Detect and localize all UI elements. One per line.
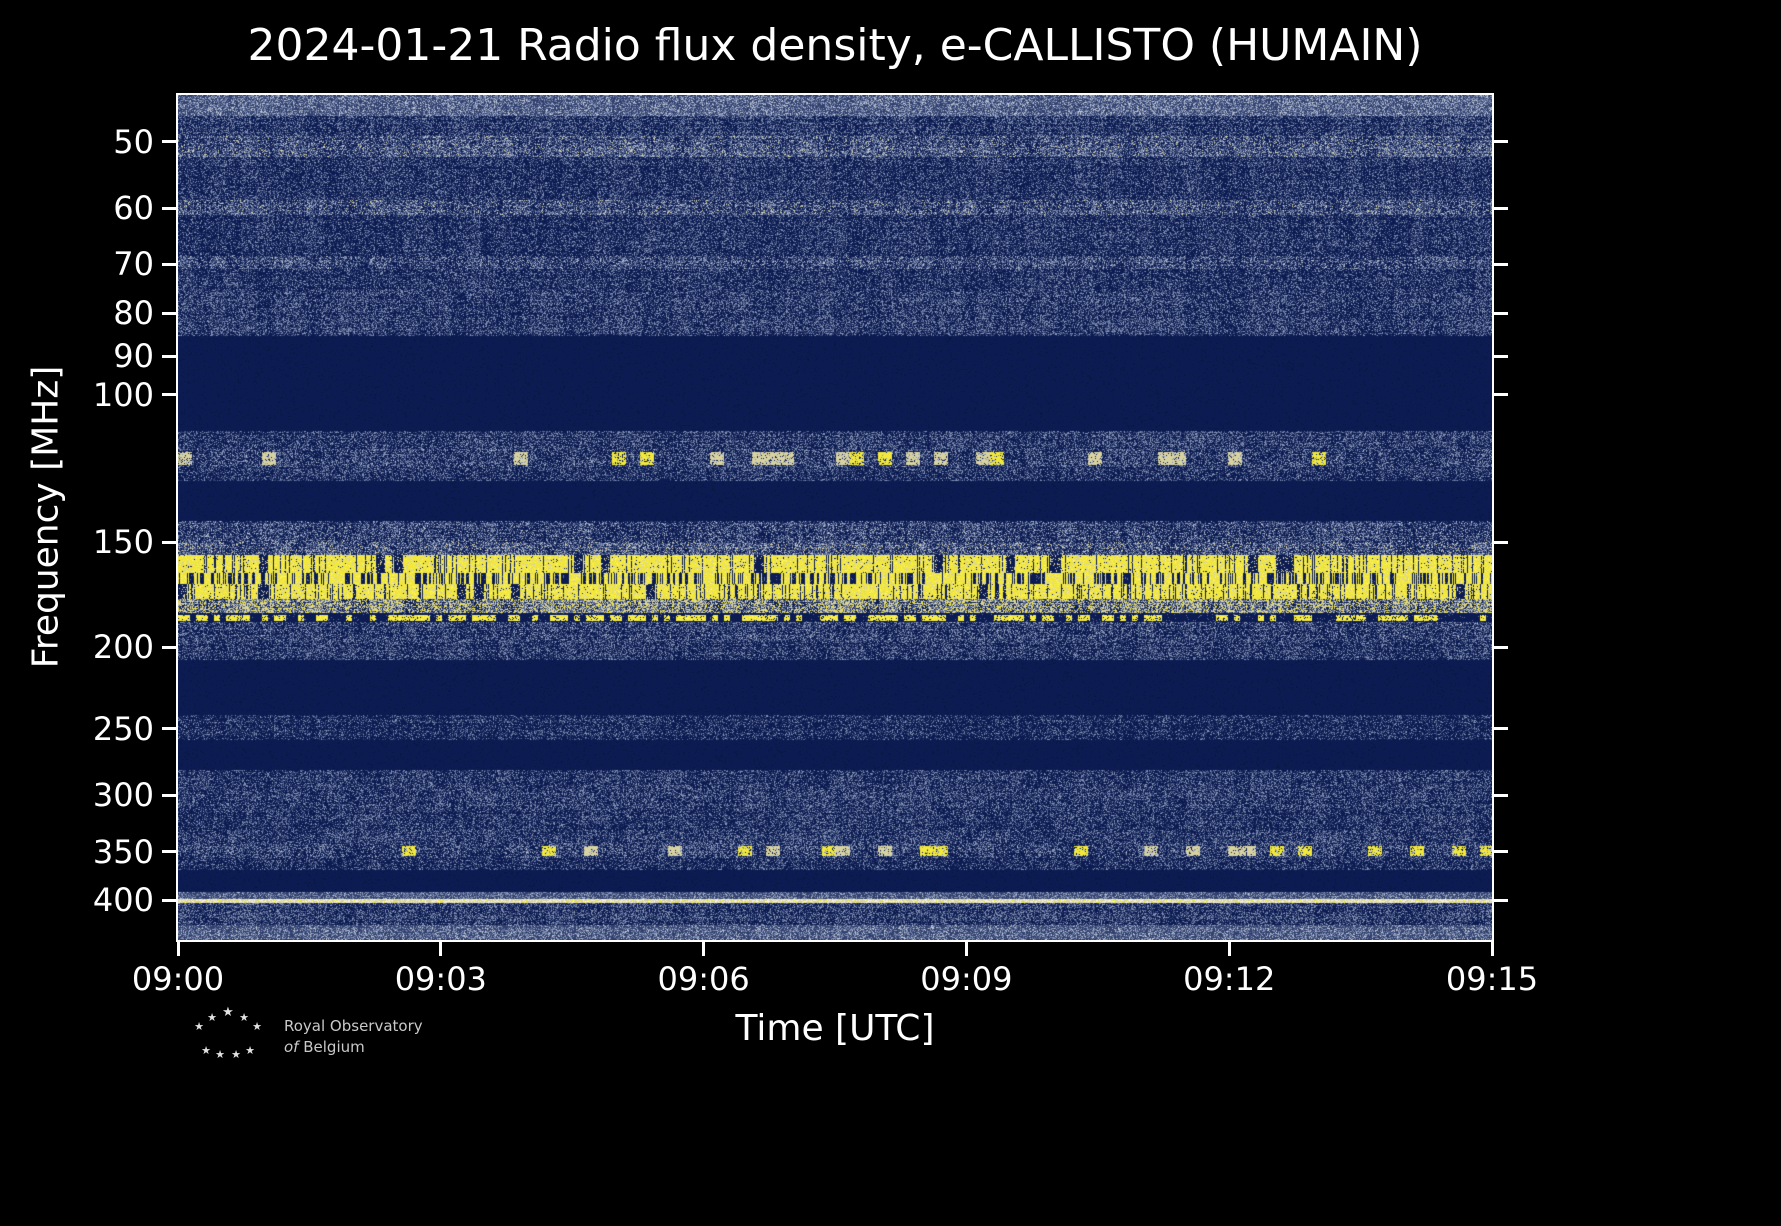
rob-text-line1: Royal Observatory (284, 1017, 423, 1035)
y-tick-right (1494, 727, 1508, 731)
x-tick (176, 942, 180, 956)
x-tick-label: 09:00 (131, 960, 225, 998)
y-tick-right (1494, 540, 1508, 544)
y-tick-right (1494, 206, 1508, 210)
spectrogram-canvas (178, 95, 1492, 940)
y-tick-label: 200 (92, 628, 154, 667)
star-icon: ★ (245, 1044, 255, 1057)
y-tick-right (1494, 645, 1508, 649)
x-tick-label: 09:03 (394, 960, 487, 998)
x-tick (439, 942, 443, 956)
y-tick (162, 393, 176, 397)
rob-logo-text: Royal Observatory of Belgium (284, 1016, 423, 1058)
y-tick-label: 150 (92, 523, 154, 562)
y-tick-label: 350 (92, 832, 154, 871)
y-tick-label: 300 (92, 776, 154, 815)
y-tick (162, 645, 176, 649)
rob-logo: ★ ★ ★ ★ ★ ★ ★ ★ ★ (194, 1005, 262, 1061)
star-icon: ★ (201, 1044, 211, 1057)
y-tick (162, 850, 176, 854)
x-tick-label: 09:09 (920, 960, 1013, 998)
star-icon: ★ (252, 1020, 262, 1033)
y-tick-right (1494, 393, 1508, 397)
y-tick-right (1494, 898, 1508, 902)
y-tick (162, 540, 176, 544)
y-tick-right (1494, 140, 1508, 144)
y-tick (162, 206, 176, 210)
x-tick-label: 09:12 (1183, 960, 1276, 998)
y-tick-label: 70 (113, 245, 154, 284)
star-icon: ★ (231, 1048, 241, 1061)
star-icon: ★ (215, 1048, 225, 1061)
x-tick (1227, 942, 1231, 956)
y-tick (162, 354, 176, 358)
y-tick-label: 50 (113, 122, 154, 161)
y-tick (162, 793, 176, 797)
x-tick (1490, 942, 1494, 956)
star-icon: ★ (222, 1005, 234, 1020)
x-axis-label: Time [UTC] (735, 1008, 935, 1049)
y-tick-label: 100 (92, 375, 154, 414)
y-tick (162, 727, 176, 731)
x-tick (964, 942, 968, 956)
y-tick-right (1494, 354, 1508, 358)
y-tick (162, 262, 176, 266)
y-tick-right (1494, 793, 1508, 797)
x-tick-label: 09:15 (1445, 960, 1539, 998)
star-icon: ★ (207, 1011, 217, 1024)
rob-text-of: of (284, 1038, 299, 1056)
y-tick-right (1494, 311, 1508, 315)
plot-frame (176, 93, 1494, 942)
y-tick-label: 400 (92, 881, 154, 920)
rob-text-belgium: Belgium (303, 1038, 365, 1056)
y-tick-right (1494, 850, 1508, 854)
y-tick (162, 898, 176, 902)
star-icon: ★ (239, 1011, 249, 1024)
y-tick-label: 90 (113, 337, 154, 376)
chart-title: 2024-01-21 Radio flux density, e-CALLIST… (247, 20, 1423, 71)
y-tick-label: 250 (92, 709, 154, 748)
y-tick (162, 311, 176, 315)
rob-text-line2: of Belgium (284, 1037, 423, 1058)
y-tick-right (1494, 262, 1508, 266)
y-tick (162, 140, 176, 144)
star-icon: ★ (194, 1020, 204, 1033)
y-tick-label: 80 (113, 294, 154, 333)
y-tick-label: 60 (113, 189, 154, 228)
x-tick (702, 942, 706, 956)
x-tick-label: 09:06 (657, 960, 750, 998)
